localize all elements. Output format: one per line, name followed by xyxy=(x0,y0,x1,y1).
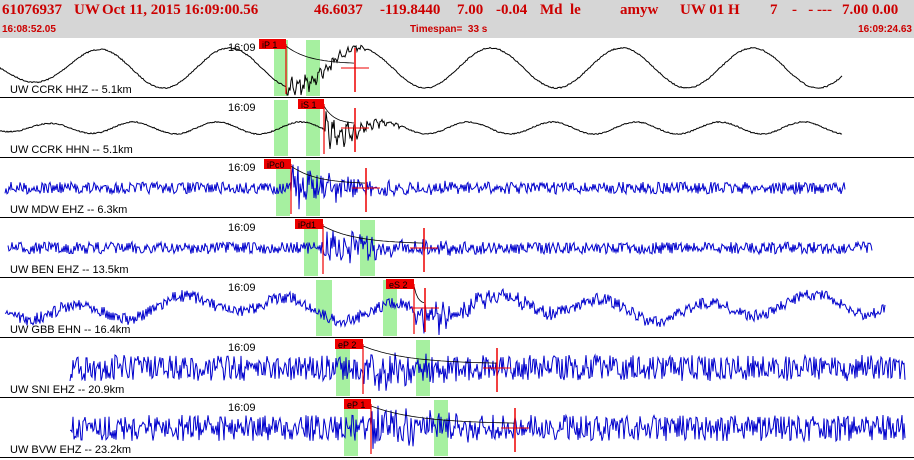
event-magnitude: -0.04 xyxy=(496,2,528,18)
network-code: UW xyxy=(74,2,100,18)
pick-flag[interactable] xyxy=(386,279,414,289)
event-depth: 7.00 xyxy=(457,2,484,18)
station-channel-label: UW SNI EHZ -- 20.9km xyxy=(10,384,124,396)
coda-curve xyxy=(285,45,355,64)
waveform-line xyxy=(0,111,843,149)
station-channel-label: UW MDW EHZ -- 6.3km xyxy=(10,204,127,216)
event-latitude: 46.6037 xyxy=(314,2,363,18)
end-time: 16:09:24.63 xyxy=(858,24,912,35)
waveform-line xyxy=(4,287,886,336)
trace-row[interactable]: iS 1 16:09 UW CCRK HHN -- 5.1km xyxy=(0,99,914,158)
time-window-highlight xyxy=(434,400,448,456)
coda-curve xyxy=(413,285,425,304)
coda-curve xyxy=(323,105,355,124)
event-id: 61076937 xyxy=(2,2,62,18)
pick-label: eP 2 xyxy=(338,340,356,350)
pick-flag[interactable] xyxy=(264,159,291,169)
waveform-line xyxy=(0,44,843,96)
waveform-line xyxy=(4,164,846,210)
minute-time-label: 16:09 xyxy=(228,102,256,114)
coda-curve xyxy=(322,225,424,244)
seismogram-panel[interactable]: iP 1 16:09 UW CCRK HHZ -- 5.1km iS 1 16:09 UW… xyxy=(0,38,914,460)
event-type: le xyxy=(570,2,581,18)
minute-time-label: 16:09 xyxy=(228,342,256,354)
coda-curve xyxy=(362,345,497,364)
minute-time-label: 16:09 xyxy=(228,402,256,414)
coda-curve xyxy=(290,165,366,184)
header-tail-values: 7.00 0.00 xyxy=(842,2,899,18)
pick-label: eP 1 xyxy=(347,400,365,410)
pick-flag[interactable] xyxy=(344,399,371,409)
event-datetime: Oct 11, 2015 16:09:00.56 xyxy=(102,2,259,18)
waveform-line xyxy=(69,352,906,391)
minute-time-label: 16:09 xyxy=(228,42,256,54)
magnitude-type: Md xyxy=(540,2,563,18)
trace-row[interactable]: eS 2 16:09 UW GBB EHN -- 16.4km xyxy=(0,279,914,338)
station-channel-label: UW BVW EHZ -- 23.2km xyxy=(10,444,131,456)
pick-label: iPd1 xyxy=(298,220,316,230)
station-channel-label: UW CCRK HHZ -- 5.1km xyxy=(10,84,132,96)
waveform-line xyxy=(7,230,873,264)
time-window-highlight xyxy=(306,100,320,156)
pick-label: eS 2 xyxy=(389,280,408,290)
quality-dashes: - - --- xyxy=(792,2,832,18)
station-channel-label: UW BEN EHZ -- 13.5km xyxy=(10,264,129,276)
pick-label: iP 1 xyxy=(262,40,277,50)
event-header: 61076937 UW Oct 11, 2015 16:09:00.56 46.… xyxy=(0,0,914,38)
time-window-highlight xyxy=(383,280,397,336)
event-longitude: -119.8440 xyxy=(380,2,441,18)
time-window-highlight xyxy=(316,280,332,336)
pick-flag[interactable] xyxy=(259,39,286,49)
coda-curve xyxy=(370,405,515,424)
analyst-name: amyw xyxy=(620,2,659,18)
trace-row[interactable]: iPc0 16:09 UW MDW EHZ -- 6.3km xyxy=(0,159,914,218)
pick-flag[interactable] xyxy=(295,219,323,229)
pick-label: iPc0 xyxy=(267,160,285,170)
station-channel-label: UW GBB EHN -- 16.4km xyxy=(10,324,130,336)
waveform-line xyxy=(69,405,906,449)
time-window-highlight xyxy=(336,340,350,396)
trace-row[interactable]: iP 1 16:09 UW CCRK HHZ -- 5.1km xyxy=(0,39,914,98)
trace-row[interactable]: eP 1 16:09 UW BVW EHZ -- 23.2km xyxy=(0,399,914,458)
quality-value: 7 xyxy=(770,2,778,18)
pick-label: iS 1 xyxy=(301,100,317,110)
minute-time-label: 16:09 xyxy=(228,222,256,234)
solution-source: UW 01 H xyxy=(680,2,740,18)
trace-row[interactable]: iPd1 16:09 UW BEN EHZ -- 13.5km xyxy=(0,219,914,278)
pick-flag[interactable] xyxy=(335,339,363,349)
pick-flag[interactable] xyxy=(298,99,324,109)
start-time: 16:08:52.05 xyxy=(2,24,56,35)
minute-time-label: 16:09 xyxy=(228,282,256,294)
station-channel-label: UW CCRK HHN -- 5.1km xyxy=(10,144,133,156)
trace-row[interactable]: eP 2 16:09 UW SNI EHZ -- 20.9km xyxy=(0,339,914,398)
minute-time-label: 16:09 xyxy=(228,162,256,174)
timespan: Timespan= 33 s xyxy=(410,24,488,35)
